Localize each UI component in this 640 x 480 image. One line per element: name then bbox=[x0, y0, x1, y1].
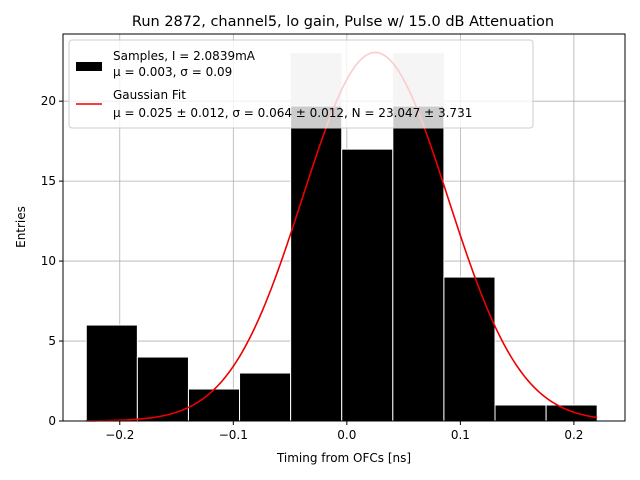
x-axis-label: Timing from OFCs [ns] bbox=[276, 451, 411, 465]
legend-fit-line2: μ = 0.025 ± 0.012, σ = 0.064 ± 0.012, N … bbox=[113, 106, 472, 120]
histogram-bar bbox=[341, 148, 394, 422]
plot-frame bbox=[62, 33, 626, 422]
histogram-bar bbox=[85, 324, 138, 422]
x-tick-label: 0.1 bbox=[451, 428, 470, 442]
histogram-bar bbox=[443, 276, 496, 422]
legend-samples-line1: Samples, I = 2.0839mA bbox=[113, 49, 256, 63]
x-tick-label: −0.1 bbox=[219, 428, 248, 442]
legend-samples-line2: μ = 0.003, σ = 0.09 bbox=[113, 65, 232, 79]
y-tick-label: 15 bbox=[41, 174, 56, 188]
y-tick-label: 5 bbox=[48, 334, 56, 348]
y-axis: 0 5 10 15 20 bbox=[41, 94, 63, 428]
y-tick-label: 20 bbox=[41, 94, 56, 108]
y-tick-label: 10 bbox=[41, 254, 56, 268]
legend-fit-line1: Gaussian Fit bbox=[113, 88, 186, 102]
x-tick-label: 0.0 bbox=[337, 428, 356, 442]
histogram-bar bbox=[187, 388, 241, 422]
y-tick-label: 0 bbox=[48, 414, 56, 428]
y-axis-label: Entries bbox=[14, 206, 28, 248]
x-tick-label: 0.2 bbox=[564, 428, 583, 442]
legend-frame bbox=[68, 39, 534, 129]
histogram-bar bbox=[494, 404, 547, 422]
x-axis: −0.2 −0.1 0.0 0.1 0.2 bbox=[105, 421, 583, 442]
x-tick-label: −0.2 bbox=[105, 428, 134, 442]
legend-samples-swatch bbox=[76, 62, 102, 71]
histogram-bar bbox=[545, 404, 598, 422]
histogram-bar bbox=[290, 105, 343, 422]
chart-title: Run 2872, channel5, lo gain, Pulse w/ 15… bbox=[132, 14, 554, 30]
histogram-bar bbox=[392, 105, 445, 422]
legend: Samples, I = 2.0839mA μ = 0.003, σ = 0.0… bbox=[68, 39, 534, 129]
histogram-bar bbox=[239, 372, 292, 422]
